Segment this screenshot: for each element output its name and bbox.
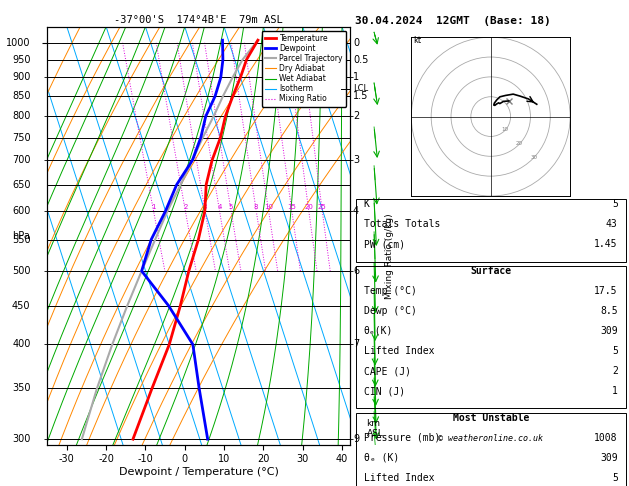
Text: Pressure (mb): Pressure (mb) [364, 433, 440, 443]
Text: 2: 2 [612, 366, 618, 376]
Text: Totals Totals: Totals Totals [364, 219, 440, 229]
Bar [355, 266, 626, 408]
Text: K: K [364, 199, 370, 209]
Text: 6: 6 [353, 266, 359, 276]
Text: CIN (J): CIN (J) [364, 386, 405, 396]
Text: 5: 5 [229, 204, 233, 210]
Text: 20: 20 [304, 204, 313, 210]
Text: 17.5: 17.5 [594, 286, 618, 296]
Text: 400: 400 [12, 339, 31, 349]
Text: CAPE (J): CAPE (J) [364, 366, 411, 376]
Text: 2: 2 [353, 111, 359, 121]
Text: 309: 309 [600, 452, 618, 463]
Text: 700: 700 [12, 155, 31, 165]
Text: 9: 9 [353, 434, 359, 444]
Text: 5: 5 [612, 473, 618, 483]
Text: 0: 0 [353, 38, 359, 48]
Text: 1: 1 [151, 204, 155, 210]
Text: LCL: LCL [353, 84, 368, 93]
Text: 10: 10 [264, 204, 273, 210]
Text: 600: 600 [12, 206, 31, 216]
Text: 450: 450 [12, 301, 31, 311]
Text: 850: 850 [12, 91, 31, 101]
X-axis label: Dewpoint / Temperature (°C): Dewpoint / Temperature (°C) [119, 467, 279, 477]
Text: 500: 500 [12, 266, 31, 276]
Text: Temp (°C): Temp (°C) [364, 286, 416, 296]
Text: 2: 2 [183, 204, 187, 210]
Text: 309: 309 [600, 326, 618, 336]
Title: -37°00'S  174°4B'E  79m ASL: -37°00'S 174°4B'E 79m ASL [114, 15, 283, 25]
Text: 650: 650 [12, 180, 31, 190]
Text: 7: 7 [353, 339, 359, 349]
Text: 1.5: 1.5 [353, 91, 368, 101]
Text: 900: 900 [12, 72, 31, 83]
Text: 550: 550 [12, 235, 31, 244]
Text: 1000: 1000 [6, 38, 31, 48]
Text: θₑ (K): θₑ (K) [364, 452, 399, 463]
Text: Most Unstable: Most Unstable [452, 413, 529, 422]
Text: 800: 800 [12, 111, 31, 121]
Bar [355, 413, 626, 486]
Text: 8.5: 8.5 [600, 306, 618, 316]
Text: 30.04.2024  12GMT  (Base: 18): 30.04.2024 12GMT (Base: 18) [355, 16, 551, 26]
Text: 1: 1 [612, 386, 618, 396]
Text: Dewp (°C): Dewp (°C) [364, 306, 416, 316]
Text: 350: 350 [12, 383, 31, 393]
Text: 1.45: 1.45 [594, 240, 618, 249]
Bar [355, 199, 626, 261]
Text: © weatheronline.co.uk: © weatheronline.co.uk [438, 434, 543, 443]
Text: 4: 4 [217, 204, 221, 210]
Text: 0.5: 0.5 [353, 55, 368, 65]
Text: PW (cm): PW (cm) [364, 240, 405, 249]
Text: 25: 25 [318, 204, 326, 210]
Text: 4: 4 [353, 206, 359, 216]
Text: hPa: hPa [13, 231, 30, 241]
Text: 950: 950 [12, 55, 31, 65]
Text: Surface: Surface [470, 266, 511, 276]
Text: Lifted Index: Lifted Index [364, 346, 434, 356]
Text: 5: 5 [612, 199, 618, 209]
Text: 8: 8 [254, 204, 259, 210]
Text: 15: 15 [287, 204, 296, 210]
Text: 1: 1 [353, 72, 359, 83]
Text: 750: 750 [12, 133, 31, 142]
Text: km
ASL: km ASL [367, 419, 384, 438]
Text: Mixing Ratio (g/kg): Mixing Ratio (g/kg) [385, 214, 394, 299]
Text: 1008: 1008 [594, 433, 618, 443]
Text: 5: 5 [612, 346, 618, 356]
Text: θₑ(K): θₑ(K) [364, 326, 393, 336]
Text: 43: 43 [606, 219, 618, 229]
Legend: Temperature, Dewpoint, Parcel Trajectory, Dry Adiabat, Wet Adiabat, Isotherm, Mi: Temperature, Dewpoint, Parcel Trajectory… [262, 31, 346, 106]
Text: 3: 3 [353, 155, 359, 165]
Text: 300: 300 [12, 434, 31, 444]
Text: 3: 3 [203, 204, 207, 210]
Text: Lifted Index: Lifted Index [364, 473, 434, 483]
